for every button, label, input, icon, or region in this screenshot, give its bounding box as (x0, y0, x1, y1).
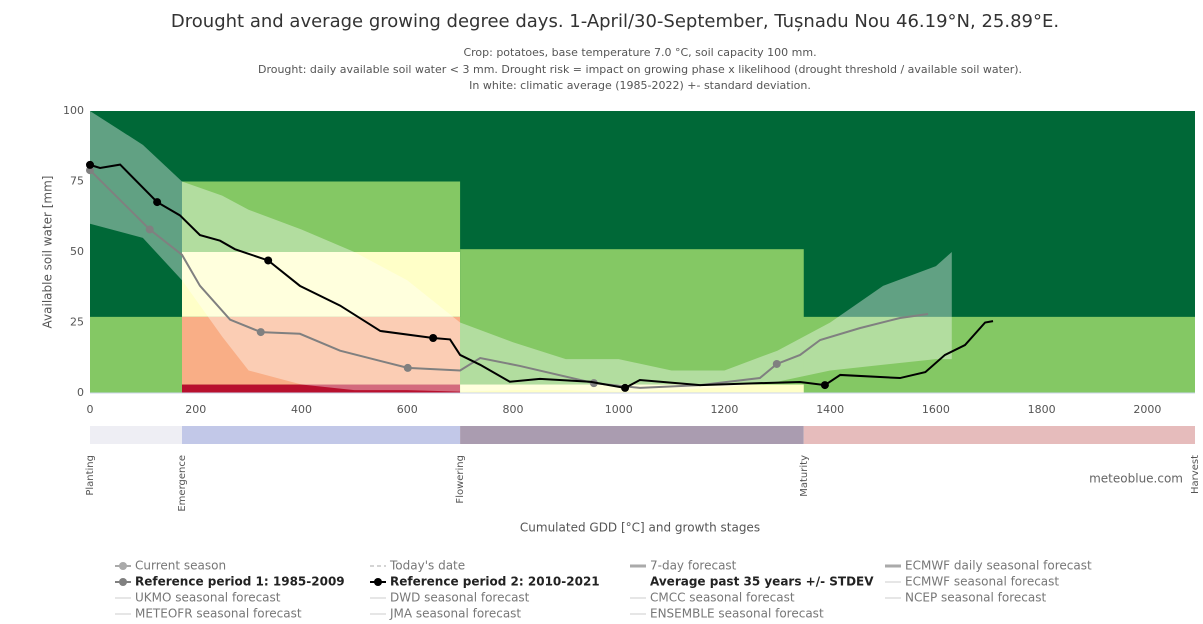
legend-symbol (374, 578, 382, 586)
x-tick-label: 1800 (1028, 403, 1056, 416)
legend-label: Reference period 2: 2010-2021 (390, 575, 600, 589)
subtitle: Drought: daily available soil water < 3 … (258, 63, 1022, 76)
stage-bar (181, 426, 461, 444)
x-axis-label: Cumulated GDD [°C] and growth stages (520, 521, 760, 535)
legend-symbol (632, 576, 644, 588)
x-tick-label: 600 (397, 403, 418, 416)
legend-label: Today's date (389, 559, 465, 573)
legend-label: ECMWF daily seasonal forecast (905, 559, 1092, 573)
x-tick-label: 1400 (816, 403, 844, 416)
risk-zone (181, 252, 461, 317)
x-tick-label: 400 (291, 403, 312, 416)
series-marker (153, 198, 162, 207)
watermark: meteoblue.com (1089, 472, 1183, 486)
series-marker (264, 256, 273, 265)
series-marker (621, 383, 630, 392)
series-marker (403, 363, 412, 372)
series-line (89, 163, 994, 389)
series-marker (820, 381, 829, 390)
legend-label: METEOFR seasonal forecast (135, 607, 302, 621)
y-tick-label: 25 (70, 316, 84, 329)
x-tick-label: 0 (87, 403, 94, 416)
legend-label: DWD seasonal forecast (390, 591, 530, 605)
chart-title: Drought and average growing degree days.… (171, 11, 1059, 32)
legend-label: CMCC seasonal forecast (650, 591, 795, 605)
legend-label: Average past 35 years +/- STDEV (650, 575, 874, 589)
series-marker (256, 328, 265, 337)
y-tick-label: 0 (77, 386, 84, 399)
stage-bar (90, 426, 182, 444)
subtitle: In white: climatic average (1985-2022) +… (469, 79, 811, 92)
stage-bar (460, 426, 804, 444)
stage-label: Emergence (177, 455, 188, 512)
risk-zone (181, 316, 461, 385)
stdev-band (90, 111, 952, 392)
x-tick-label: 200 (185, 403, 206, 416)
x-tick-label: 1000 (605, 403, 633, 416)
x-tick-label: 2000 (1133, 403, 1161, 416)
legend-label: UKMO seasonal forecast (135, 591, 281, 605)
legend-symbol (119, 562, 127, 570)
y-tick-label: 50 (70, 245, 84, 258)
y-tick-label: 100 (63, 104, 84, 117)
series-marker (772, 359, 781, 368)
legend-label: Reference period 1: 1985-2009 (135, 575, 345, 589)
x-tick-label: 1600 (922, 403, 950, 416)
risk-zone (181, 384, 461, 393)
legend-label: ECMWF seasonal forecast (905, 575, 1059, 589)
x-tick-label: 800 (502, 403, 523, 416)
stage-label: Harvest (1190, 455, 1201, 494)
legend-label: Current season (135, 559, 226, 573)
legend-symbol (119, 578, 127, 586)
stage-bar (803, 426, 1195, 444)
series-marker (86, 160, 94, 169)
y-tick-label: 75 (70, 175, 84, 188)
legend-label: NCEP seasonal forecast (905, 591, 1047, 605)
series-marker (145, 225, 154, 234)
series-marker (429, 334, 438, 343)
x-tick-label: 1200 (710, 403, 738, 416)
stage-label: Maturity (799, 455, 810, 497)
legend-label: ENSEMBLE seasonal forecast (650, 607, 824, 621)
series-line (89, 169, 929, 389)
risk-zone (460, 249, 804, 385)
legend-label: 7-day forecast (650, 559, 737, 573)
legend-label: JMA seasonal forecast (389, 607, 521, 621)
stage-label: Planting (85, 455, 96, 496)
subtitle: Crop: potatoes, base temperature 7.0 °C,… (463, 46, 816, 59)
risk-zone (181, 181, 461, 252)
risk-zone (460, 384, 804, 393)
stage-label: Flowering (455, 455, 466, 504)
y-axis-label: Available soil water [mm] (41, 176, 55, 329)
